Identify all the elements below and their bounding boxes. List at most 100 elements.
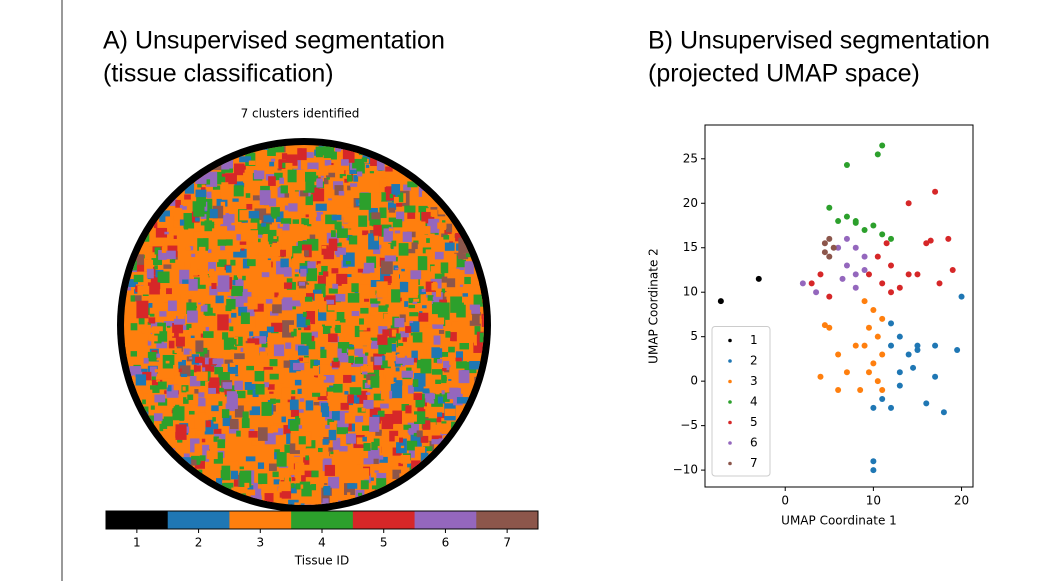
tissue-patch	[418, 205, 428, 213]
tissue-patch	[465, 158, 470, 164]
tissue-patch	[388, 456, 395, 462]
tissue-patch	[377, 456, 388, 463]
tissue-patch	[167, 325, 171, 328]
tissue-patch	[200, 221, 207, 226]
point	[870, 458, 877, 465]
tissue-patch	[461, 276, 465, 281]
tissue-patch	[474, 326, 481, 335]
tissue-patch	[446, 364, 451, 368]
tissue-patch	[425, 392, 434, 403]
y-tick-label: 5	[690, 329, 698, 343]
tissue-patch	[466, 438, 472, 446]
tissue-patch	[391, 329, 397, 337]
tissue-patch	[155, 221, 168, 238]
tissue-patch	[479, 417, 484, 423]
tissue-patch	[432, 281, 437, 286]
tissue-patch	[187, 275, 191, 279]
tissue-patch	[124, 148, 135, 154]
point	[945, 235, 952, 242]
tissue-patch	[227, 362, 238, 374]
tissue-patch	[427, 295, 434, 301]
tissue-patch	[148, 437, 156, 446]
tissue-patch	[263, 382, 269, 388]
tissue-patch	[129, 458, 141, 470]
tissue-patch	[413, 432, 418, 437]
tissue-patch	[301, 218, 306, 225]
tissue-patch	[473, 160, 484, 168]
tissue-patch	[479, 315, 484, 324]
tissue-patch	[312, 188, 325, 202]
tissue-patch	[374, 356, 383, 366]
tissue-patch	[279, 177, 284, 184]
tissue-patch	[147, 282, 160, 295]
point	[896, 369, 903, 376]
tissue-patch	[488, 275, 493, 279]
tissue-patch	[137, 285, 150, 295]
panel-heading: (tissue classification)	[103, 60, 334, 88]
point	[888, 342, 895, 349]
tissue-patch	[217, 439, 226, 449]
tissue-patch	[146, 467, 158, 480]
tissue-patch	[361, 407, 366, 412]
tissue-patch	[299, 388, 308, 398]
tissue-patch	[396, 203, 403, 207]
tissue-patch	[426, 486, 431, 491]
tissue-patch	[472, 166, 483, 174]
tissue-patch	[163, 289, 168, 292]
tissue-patch	[413, 393, 423, 400]
tissue-patch	[156, 338, 168, 349]
tissue-patch	[281, 297, 293, 311]
legend-label: 2	[750, 354, 758, 368]
tissue-patch	[279, 223, 284, 227]
tissue-patch	[327, 269, 338, 282]
tissue-patch	[395, 267, 399, 270]
tissue-patch	[385, 186, 396, 201]
tissue-patch	[448, 462, 457, 468]
colorbar-swatch	[291, 511, 354, 529]
colorbar-label: Tissue ID	[294, 554, 349, 568]
tissue-patch	[135, 374, 147, 386]
point	[835, 218, 842, 225]
tissue-patch	[466, 382, 471, 385]
tissue-patch	[195, 189, 207, 198]
tissue-patch	[463, 394, 468, 399]
tissue-patch	[344, 483, 355, 495]
tissue-patch	[247, 331, 254, 336]
tissue-patch	[210, 299, 218, 308]
point	[896, 284, 903, 291]
tissue-patch	[151, 157, 157, 163]
tissue-patch	[183, 348, 190, 355]
tissue-patch	[264, 493, 274, 503]
tissue-patch	[412, 332, 425, 343]
tissue-patch	[310, 404, 314, 409]
tissue-patch	[292, 219, 300, 224]
tissue-patch	[381, 413, 394, 430]
colorbar-tick-label: 6	[442, 536, 450, 550]
tissue-patch	[174, 369, 184, 381]
tissue-patch	[294, 502, 300, 505]
tissue-patch	[480, 468, 484, 476]
tissue-patch	[458, 212, 467, 219]
point	[852, 219, 859, 226]
tissue-patch	[437, 222, 447, 229]
tissue-patch	[329, 495, 339, 504]
point	[932, 342, 939, 349]
tissue-patch	[482, 219, 484, 234]
tissue-patch	[165, 158, 174, 168]
plot-frame	[704, 124, 974, 488]
tissue-patch	[174, 483, 181, 490]
tissue-patch	[287, 169, 297, 183]
tissue-patch	[174, 348, 182, 354]
point	[936, 280, 943, 287]
tissue-patch	[179, 204, 183, 209]
tissue-patch	[383, 363, 395, 379]
tissue-patch	[471, 419, 482, 434]
tissue-patch	[257, 462, 265, 469]
tissue-patch	[435, 467, 441, 473]
tissue-patch	[320, 214, 326, 221]
tissue-patch	[294, 471, 301, 478]
colorbar-swatch	[106, 511, 169, 529]
tissue-patch	[244, 449, 251, 456]
tissue-patch	[147, 351, 157, 362]
tissue-patch	[417, 256, 428, 271]
